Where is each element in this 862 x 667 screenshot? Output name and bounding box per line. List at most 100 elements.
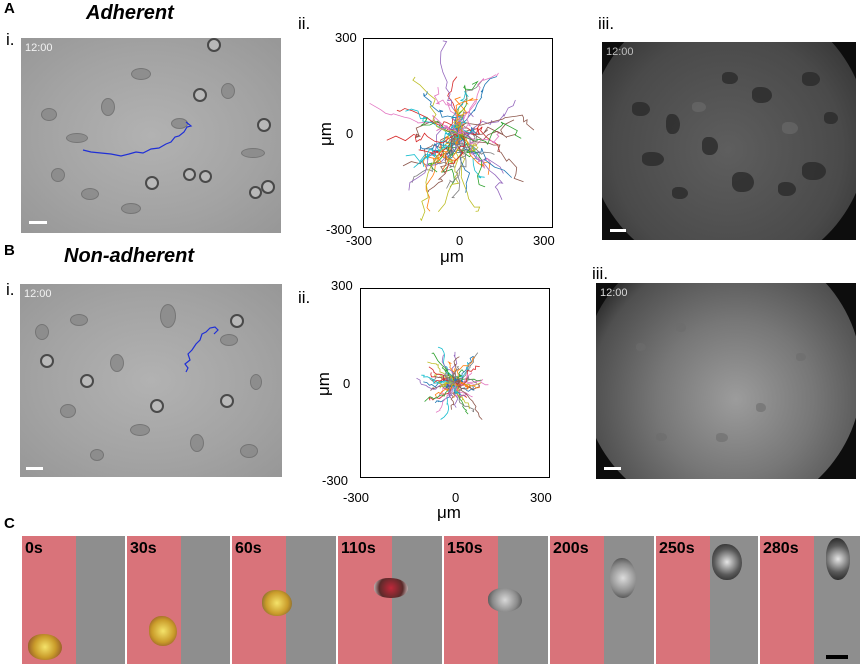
- timelapse-strip: 0s 30s 60s 110s 150s 200s 250s 280s: [22, 536, 860, 664]
- time-label-3: 110s: [341, 540, 376, 557]
- adherent-track-lines: [369, 40, 535, 222]
- track-line: [452, 111, 474, 134]
- panel-a-ii-label: ii.: [298, 14, 311, 33]
- b-ylabel: μm: [313, 372, 333, 396]
- track-line: [428, 132, 459, 193]
- adherent-tracks-plot: [363, 38, 553, 228]
- adherent-brightfield-image: 12:00: [21, 38, 281, 233]
- adherent-cell-track: [82, 121, 193, 157]
- track-line: [453, 107, 465, 136]
- track-line: [457, 132, 524, 183]
- nonadherent-bf-timestamp: 12:00: [24, 288, 52, 300]
- track-line: [369, 102, 459, 134]
- timelapse-frame-6: 250s: [656, 536, 758, 664]
- adherent-fl-timestamp: 12:00: [606, 46, 634, 58]
- panel-b-letter: B: [4, 242, 15, 259]
- track-line: [427, 361, 456, 384]
- timelapse-frame-5: 200s: [550, 536, 654, 664]
- a-xlabel: μm: [440, 247, 464, 266]
- track-line: [453, 383, 467, 397]
- b-ytick-mid: 0: [343, 376, 351, 391]
- nonadherent-tracks-plot: [360, 288, 550, 478]
- track-line: [457, 131, 504, 200]
- timelapse-frame-4: 150s: [444, 536, 548, 664]
- track-line: [454, 381, 483, 420]
- track-line: [454, 352, 479, 384]
- track-line: [450, 91, 469, 134]
- a-xtick-mid: 0: [456, 233, 464, 248]
- panel-a-i-label: i.: [6, 30, 15, 49]
- track-line: [454, 378, 461, 386]
- panel-b-title: Non-adherent: [64, 245, 194, 267]
- b-ytick-top: 300: [331, 278, 353, 293]
- track-line: [420, 116, 462, 139]
- a-ylabel: μm: [315, 122, 335, 146]
- track-line: [435, 382, 456, 413]
- track-line: [457, 129, 491, 175]
- nonadherent-bf-scale-bar: [26, 467, 43, 470]
- track-line: [454, 78, 484, 134]
- track-line: [454, 380, 480, 390]
- panel-a-title: Adherent: [86, 2, 174, 24]
- track-line: [439, 40, 462, 134]
- track-line: [432, 115, 459, 135]
- panel-a-letter: A: [4, 0, 15, 17]
- track-line: [457, 100, 476, 135]
- time-label-4: 150s: [447, 540, 483, 557]
- time-label-6: 250s: [659, 540, 695, 557]
- b-xtick-right: 300: [530, 490, 552, 505]
- track-line: [411, 133, 459, 183]
- track-line: [457, 72, 499, 134]
- track-line: [457, 131, 501, 147]
- track-line: [451, 132, 467, 199]
- a-xtick-right: 300: [533, 233, 555, 248]
- timelapse-frame-2: 60s: [232, 536, 336, 664]
- time-label-5: 200s: [553, 540, 589, 557]
- timelapse-frame-7: 280s: [760, 536, 860, 664]
- nonadherent-fl-timestamp: 12:00: [600, 287, 628, 299]
- nonadherent-brightfield-image: 12:00: [20, 284, 282, 477]
- b-ytick-bottom: -300: [322, 473, 349, 488]
- track-line: [457, 99, 516, 135]
- track-line: [446, 132, 468, 189]
- time-label-7: 280s: [763, 540, 799, 557]
- nonadherent-fluorescence-image: 12:00: [596, 283, 856, 479]
- nonadherent-fl-scale-bar: [604, 467, 621, 470]
- track-line: [445, 132, 466, 174]
- adherent-bf-timestamp: 12:00: [25, 42, 53, 54]
- b-xtick-mid: 0: [452, 490, 460, 505]
- a-ytick-top: 300: [335, 30, 357, 45]
- a-ytick-mid: 0: [346, 126, 354, 141]
- track-line: [454, 382, 470, 410]
- track-line: [451, 132, 495, 155]
- panel-b-i-label: i.: [6, 280, 15, 299]
- track-line: [448, 381, 456, 399]
- track-line: [444, 371, 456, 384]
- track-line: [423, 91, 459, 134]
- timelapse-frame-3: 110s: [338, 536, 442, 664]
- timelapse-frame-1: 30s: [127, 536, 230, 664]
- track-line: [454, 372, 473, 386]
- adherent-fl-scale-bar: [610, 229, 626, 232]
- track-line: [412, 76, 459, 136]
- panel-b-iii-label: iii.: [592, 264, 609, 283]
- time-label-1: 30s: [130, 540, 157, 557]
- nonadherent-track-lines: [416, 346, 489, 420]
- a-xtick-left: -300: [346, 233, 373, 248]
- track-line: [454, 382, 473, 398]
- panel-a-iii-label: iii.: [598, 14, 615, 33]
- track-line: [424, 382, 456, 402]
- nonadherent-cell-track: [184, 326, 219, 373]
- track-line: [457, 121, 522, 146]
- track-line: [428, 382, 456, 401]
- b-xlabel: μm: [437, 503, 461, 522]
- b-xtick-left: -300: [343, 490, 370, 505]
- track-line: [437, 380, 457, 387]
- adherent-fluorescence-image: 12:00: [602, 42, 856, 240]
- panel-b-ii-label: ii.: [298, 288, 311, 307]
- track-line: [386, 132, 459, 144]
- adherent-bf-scale-bar: [29, 221, 47, 224]
- time-label-2: 60s: [235, 540, 262, 557]
- timelapse-scale-bar: [826, 655, 848, 659]
- timelapse-frame-0: 0s: [22, 536, 126, 664]
